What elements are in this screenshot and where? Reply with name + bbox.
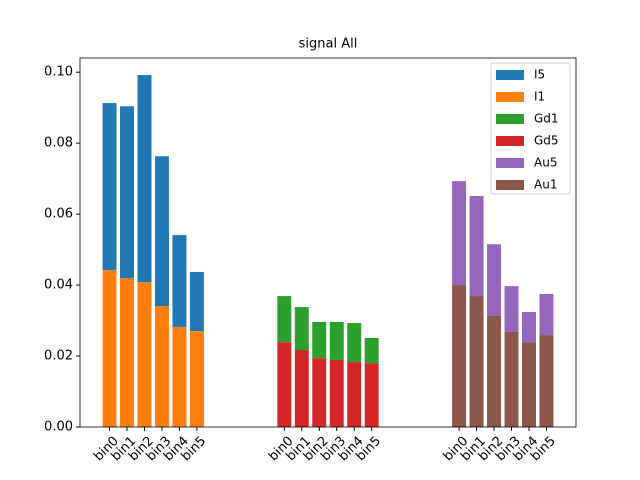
legend-swatch — [496, 92, 524, 102]
bar — [347, 323, 362, 363]
plot-frame — [79, 57, 577, 428]
bar — [469, 196, 484, 297]
legend-label: Gd1 — [534, 112, 559, 126]
legend-label: Au1 — [534, 178, 557, 192]
bar — [172, 326, 187, 427]
bar — [312, 358, 327, 427]
y-tick-label: 0.10 — [44, 65, 73, 80]
bar — [277, 296, 292, 343]
y-tick-label: 0.06 — [44, 207, 73, 222]
legend-swatch — [496, 158, 524, 168]
y-tick-label: 0.08 — [44, 136, 73, 151]
bar — [189, 331, 204, 427]
legend-label: Gd5 — [534, 134, 559, 148]
legend-swatch — [496, 180, 524, 190]
bar — [102, 270, 117, 427]
bar — [120, 277, 135, 427]
bar — [277, 342, 292, 427]
bar — [312, 321, 327, 359]
bar — [120, 106, 135, 278]
bar — [137, 75, 152, 283]
bar — [347, 362, 362, 427]
chart-title: signal All — [299, 37, 358, 52]
bar — [137, 282, 152, 427]
y-tick-label: 0.02 — [44, 349, 73, 364]
bar — [364, 337, 379, 364]
bar — [154, 306, 169, 427]
legend-swatch — [496, 114, 524, 124]
bar — [452, 181, 467, 286]
bar — [154, 156, 169, 307]
bar — [504, 286, 519, 332]
legend-swatch — [496, 136, 524, 146]
bar — [469, 296, 484, 427]
bar — [487, 315, 502, 427]
bar — [329, 321, 344, 360]
bar — [487, 244, 502, 316]
bar — [294, 307, 309, 351]
bar — [521, 342, 536, 427]
legend-label: Au5 — [534, 156, 557, 170]
bar — [329, 359, 344, 427]
legend-label: I1 — [534, 90, 545, 104]
bar — [539, 335, 554, 427]
y-tick-label: 0.00 — [44, 420, 73, 435]
bar — [102, 103, 117, 271]
bar — [504, 331, 519, 427]
bar — [189, 271, 204, 332]
legend-label: I5 — [534, 68, 545, 82]
bar — [172, 235, 187, 327]
legend-box — [490, 62, 571, 195]
bar — [539, 293, 554, 336]
bar — [364, 363, 379, 427]
bar — [294, 350, 309, 427]
bar — [521, 312, 536, 343]
y-tick-label: 0.04 — [44, 278, 73, 293]
legend-swatch — [496, 70, 524, 80]
bar — [452, 285, 467, 427]
